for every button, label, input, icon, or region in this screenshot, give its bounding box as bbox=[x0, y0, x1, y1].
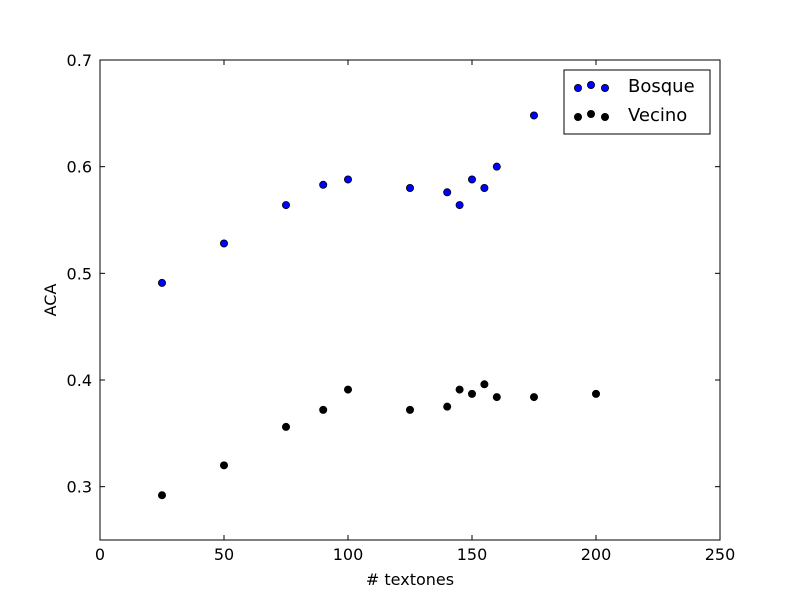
data-point-vecino bbox=[443, 402, 452, 411]
x-tick-label: 100 bbox=[333, 545, 364, 564]
data-point-vecino bbox=[343, 385, 352, 394]
x-tick-label: 150 bbox=[457, 545, 488, 564]
data-point-vecino bbox=[530, 393, 539, 402]
data-point-bosque bbox=[480, 183, 489, 192]
plot-frame bbox=[99, 59, 721, 541]
data-point-vecino bbox=[455, 385, 464, 394]
data-point-vecino bbox=[592, 389, 601, 398]
legend-marker-bosque bbox=[601, 84, 610, 93]
data-point-bosque bbox=[157, 278, 166, 287]
legend-marker-vecino bbox=[574, 113, 583, 122]
data-point-bosque bbox=[405, 183, 414, 192]
y-tick-label: 0.6 bbox=[67, 158, 92, 177]
x-tick-label: 50 bbox=[214, 545, 234, 564]
data-point-vecino bbox=[467, 389, 476, 398]
data-point-bosque bbox=[455, 201, 464, 210]
data-point-bosque bbox=[281, 201, 290, 210]
data-point-bosque bbox=[343, 175, 352, 184]
legend-box bbox=[563, 69, 711, 135]
data-point-bosque bbox=[219, 239, 228, 248]
legend-markers bbox=[574, 81, 610, 122]
data-point-bosque bbox=[319, 180, 328, 189]
x-tick-label: 250 bbox=[705, 545, 736, 564]
y-axis-label: ACA bbox=[41, 284, 60, 317]
data-point-vecino bbox=[319, 405, 328, 414]
data-point-bosque bbox=[443, 188, 452, 197]
legend-marker-bosque bbox=[587, 81, 596, 90]
y-tick-label: 0.7 bbox=[67, 51, 92, 70]
x-tick-label: 200 bbox=[581, 545, 612, 564]
x-tick-label: 0 bbox=[95, 545, 105, 564]
y-tick-label: 0.3 bbox=[67, 478, 92, 497]
legend-marker-vecino bbox=[601, 113, 610, 122]
points-layer bbox=[157, 111, 601, 500]
data-point-vecino bbox=[405, 405, 414, 414]
ticks-layer: 0 50 100 150 200 250 0.3 0.4 0.5 0.6 0.7 bbox=[67, 51, 736, 564]
data-point-vecino bbox=[480, 380, 489, 389]
data-point-bosque bbox=[492, 162, 501, 171]
legend-label-vecino: Vecino bbox=[628, 105, 687, 126]
data-point-vecino bbox=[219, 461, 228, 470]
data-point-vecino bbox=[492, 393, 501, 402]
y-tick-label: 0.5 bbox=[67, 264, 92, 283]
x-axis-label: # textones bbox=[366, 570, 454, 589]
data-point-bosque bbox=[467, 175, 476, 184]
legend-label-bosque: Bosque bbox=[628, 76, 695, 97]
data-point-vecino bbox=[157, 491, 166, 500]
legend: Bosque Vecino bbox=[563, 69, 711, 135]
data-point-bosque bbox=[530, 111, 539, 120]
legend-marker-bosque bbox=[574, 84, 583, 93]
y-tick-label: 0.4 bbox=[67, 371, 92, 390]
data-point-vecino bbox=[281, 422, 290, 431]
legend-marker-vecino bbox=[587, 110, 596, 119]
